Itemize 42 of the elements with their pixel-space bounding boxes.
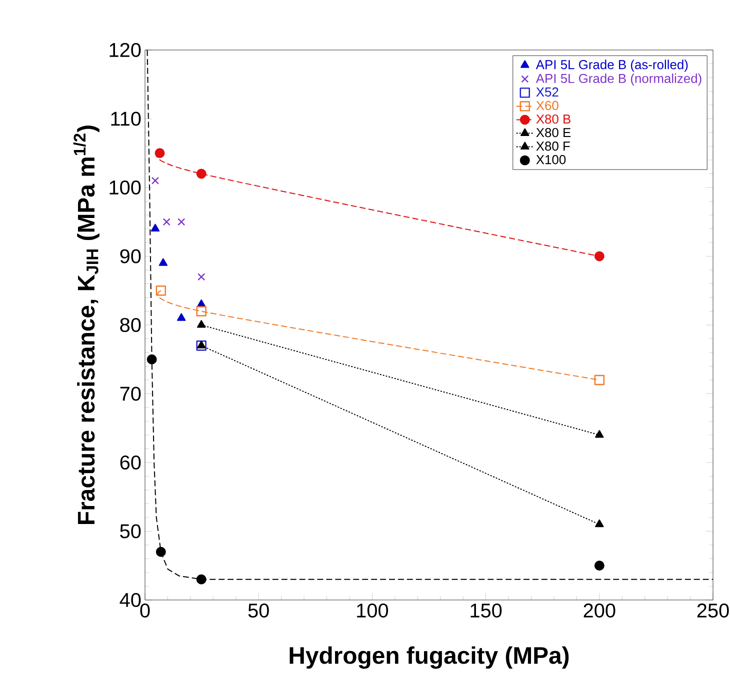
y-axis-title: Fracture resistance, K$_{JIH}$ (MPa m$^{1/2}$) bbox=[73, 126, 100, 524]
x-tick-label: 100 bbox=[357, 604, 388, 618]
x-tick-label: 200 bbox=[584, 604, 616, 618]
point bbox=[176, 313, 186, 321]
y-tick-label: 80 bbox=[120, 318, 141, 332]
x-axis-title: Hydrogen fugacity (MPa) bbox=[290, 646, 569, 669]
legend-label: X80 E bbox=[536, 128, 571, 138]
legend-label: API 5L Grade B (as-rolled) bbox=[536, 60, 688, 72]
y-tick-label: 70 bbox=[120, 386, 141, 401]
point bbox=[156, 546, 166, 557]
legend-label: X52 bbox=[536, 87, 558, 97]
x-tick-label: 0 bbox=[140, 604, 150, 618]
legend-label: API 5L Grade B (normalized) bbox=[536, 74, 702, 86]
point bbox=[594, 560, 604, 571]
legend-label: X60 bbox=[536, 100, 558, 110]
point bbox=[154, 148, 165, 158]
point bbox=[156, 286, 166, 296]
point bbox=[196, 306, 206, 316]
point bbox=[158, 258, 168, 266]
point bbox=[151, 176, 159, 184]
point bbox=[196, 168, 206, 179]
y-tick-label: 40 bbox=[120, 592, 141, 608]
point bbox=[146, 354, 157, 364]
y-tick-label: 60 bbox=[120, 455, 141, 470]
point bbox=[594, 374, 604, 386]
x-tick-label: 150 bbox=[470, 604, 502, 618]
point bbox=[162, 218, 170, 226]
x-tick-label: 250 bbox=[697, 604, 729, 618]
y-tick-label: 100 bbox=[110, 180, 141, 195]
legend-label: X80 F bbox=[536, 142, 570, 151]
point bbox=[198, 273, 206, 281]
point bbox=[178, 218, 186, 226]
point bbox=[594, 251, 604, 262]
y-tick-label: 50 bbox=[120, 524, 141, 538]
point bbox=[150, 224, 160, 232]
point bbox=[196, 574, 206, 584]
legend-label: X80 B bbox=[536, 114, 570, 124]
y-tick-label: 120 bbox=[110, 42, 141, 58]
y-tick-label: 110 bbox=[111, 112, 141, 126]
x-tick-label: 50 bbox=[248, 604, 269, 618]
y-tick-label: 90 bbox=[120, 249, 141, 264]
legend-label: X100 bbox=[536, 155, 566, 164]
